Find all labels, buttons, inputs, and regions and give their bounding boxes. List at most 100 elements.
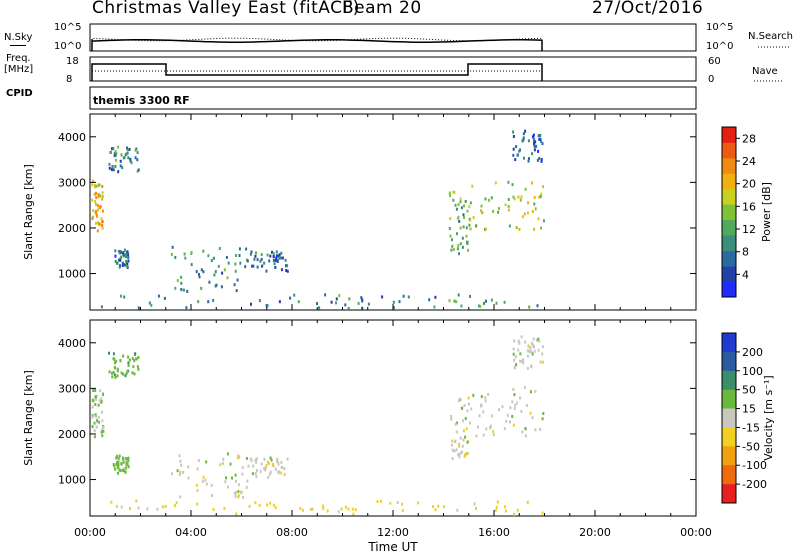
data-cell bbox=[137, 355, 140, 359]
data-cell bbox=[512, 423, 515, 427]
data-cell bbox=[348, 297, 351, 301]
data-cell bbox=[340, 507, 343, 511]
data-cell bbox=[508, 224, 511, 228]
data-cell bbox=[537, 217, 540, 221]
data-cell bbox=[278, 300, 281, 304]
data-cell bbox=[392, 300, 395, 304]
data-cell bbox=[101, 209, 104, 213]
data-cell bbox=[178, 454, 181, 458]
data-cell bbox=[129, 157, 132, 161]
data-cell bbox=[455, 448, 458, 452]
data-cell bbox=[112, 168, 115, 172]
data-cell bbox=[538, 156, 541, 160]
data-cell bbox=[111, 168, 113, 172]
data-cell bbox=[504, 509, 507, 513]
data-cell bbox=[101, 410, 103, 414]
data-cell bbox=[520, 409, 523, 413]
data-cell bbox=[234, 494, 237, 498]
data-cell bbox=[457, 203, 460, 207]
data-cell bbox=[533, 137, 536, 141]
data-cell bbox=[97, 403, 100, 407]
data-cell bbox=[281, 256, 284, 260]
power-colorbar-label: Power [dB] bbox=[760, 182, 773, 242]
colorbar-swatch bbox=[722, 219, 736, 236]
data-cell bbox=[330, 300, 333, 304]
nsky-panel: 10^5 10^0 10^5 10^0 bbox=[54, 22, 790, 52]
data-cell bbox=[113, 464, 116, 468]
colorbar-swatch bbox=[722, 157, 736, 174]
data-cell bbox=[186, 290, 189, 293]
data-cell bbox=[428, 298, 431, 302]
colorbar-swatch bbox=[722, 484, 736, 504]
data-cell bbox=[293, 293, 296, 297]
velocity-axes: 1000 2000 3000 4000 bbox=[58, 320, 697, 516]
data-cell bbox=[91, 183, 94, 187]
data-cell bbox=[117, 460, 120, 464]
data-cell bbox=[252, 264, 255, 268]
x-axis-label: Time UT bbox=[367, 540, 418, 554]
data-cell bbox=[524, 129, 527, 133]
data-cell bbox=[530, 341, 533, 345]
data-cell bbox=[532, 135, 534, 139]
data-cell bbox=[114, 153, 117, 157]
x-tick-label: 12:00 bbox=[377, 526, 409, 539]
data-cell bbox=[513, 197, 516, 201]
data-cell bbox=[479, 304, 482, 308]
data-cell bbox=[170, 253, 173, 256]
colorbar-tick-label: 16 bbox=[742, 200, 756, 213]
data-cell bbox=[457, 293, 460, 297]
data-cell bbox=[381, 295, 384, 299]
nsky-legend-line bbox=[10, 45, 26, 46]
data-cell bbox=[126, 462, 129, 466]
data-cell bbox=[458, 455, 461, 459]
data-cell bbox=[94, 389, 97, 392]
data-cell bbox=[402, 294, 405, 298]
data-cell bbox=[484, 399, 487, 403]
data-cell bbox=[534, 389, 537, 393]
x-tick-label: 16:00 bbox=[478, 526, 510, 539]
data-cell bbox=[197, 459, 200, 462]
data-cell bbox=[124, 470, 127, 474]
data-cell bbox=[458, 452, 461, 456]
data-cell bbox=[245, 485, 248, 489]
data-cell bbox=[201, 479, 204, 483]
freq-panel: 18 8 60 0 bbox=[66, 56, 782, 85]
data-cell bbox=[114, 361, 116, 365]
data-cell bbox=[301, 508, 304, 512]
data-cell bbox=[220, 285, 223, 289]
data-cell bbox=[324, 293, 327, 297]
data-cell bbox=[150, 303, 153, 307]
data-cell bbox=[512, 130, 515, 134]
data-cell bbox=[94, 200, 97, 204]
data-cell bbox=[225, 476, 227, 480]
y-tick-label: 2000 bbox=[58, 428, 86, 441]
data-cell bbox=[458, 219, 461, 223]
data-cell bbox=[95, 221, 97, 225]
data-cell bbox=[238, 254, 241, 257]
data-cell bbox=[136, 151, 139, 155]
data-cell bbox=[484, 396, 487, 400]
data-cell bbox=[453, 299, 456, 303]
data-cell bbox=[456, 247, 459, 251]
data-cell bbox=[472, 393, 475, 397]
data-cell bbox=[129, 507, 131, 510]
data-cell bbox=[127, 253, 130, 257]
data-cell bbox=[96, 419, 99, 423]
data-cell bbox=[434, 508, 437, 512]
x-tick-label: 20:00 bbox=[579, 526, 611, 539]
nsky-trace bbox=[91, 39, 543, 51]
data-cell bbox=[265, 463, 268, 467]
data-cell bbox=[178, 473, 181, 477]
data-cell bbox=[136, 365, 139, 369]
data-cell bbox=[255, 251, 257, 255]
data-cell bbox=[512, 153, 515, 157]
data-cell bbox=[101, 434, 104, 438]
cpid-panel: themis 3300 RF bbox=[89, 86, 697, 110]
data-cell bbox=[534, 207, 537, 211]
data-cell bbox=[118, 265, 121, 269]
data-cell bbox=[127, 364, 130, 367]
velocity-panel: 1000 2000 3000 4000 Slant Range [km] 200 100… bbox=[22, 319, 775, 554]
data-cell bbox=[120, 371, 123, 375]
data-cell bbox=[533, 349, 536, 353]
data-cell bbox=[520, 195, 523, 199]
